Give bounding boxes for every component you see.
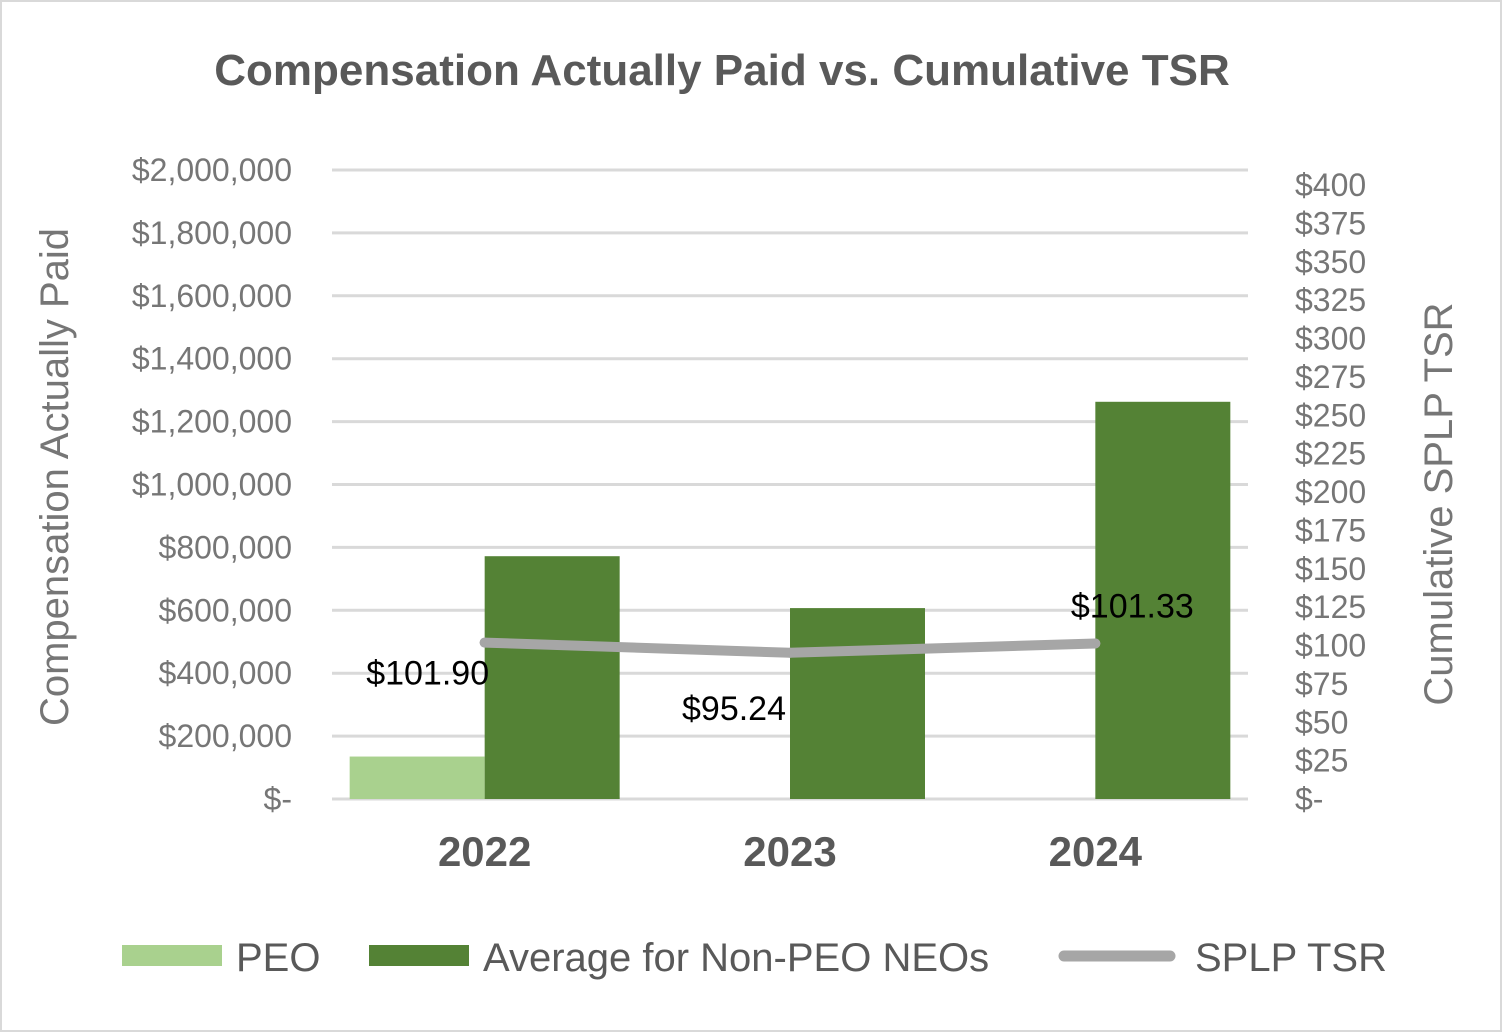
legend-label-tsr: SPLP TSR (1195, 936, 1387, 980)
y2-tick-label: $400 (1295, 167, 1366, 203)
x-tick-label-2022: 2022 (438, 828, 531, 875)
y2-tick-label: $275 (1295, 359, 1366, 395)
y-tick-label: $800,000 (159, 529, 292, 565)
legend: PEO Average for Non-PEO NEOs SPLP TSR (122, 936, 1387, 980)
left-axis-ticks: $- $200,000 $400,000 $600,000 $800,000 $1,000… (132, 152, 292, 817)
tsr-data-label-2023: $95.24 (682, 690, 786, 728)
y2-tick-label: $325 (1295, 282, 1366, 318)
y2-tick-label: $250 (1295, 397, 1366, 433)
y-tick-label: $1,800,000 (132, 215, 292, 251)
x-axis-ticks: 2022 2023 2024 (438, 828, 1143, 875)
y2-tick-label: $225 (1295, 436, 1366, 472)
bar-average-for-non-peo-neos-2023 (790, 608, 925, 799)
bar-peo-2022 (349, 756, 485, 799)
tsr-point-2022 (479, 637, 490, 648)
legend-label-non-peo: Average for Non-PEO NEOs (483, 936, 989, 980)
legend-swatch-peo (122, 945, 222, 966)
tsr-data-label-2022: $101.90 (366, 655, 489, 693)
bar-average-for-non-peo-neos-2024 (1095, 401, 1231, 799)
x-tick-label-2024: 2024 (1049, 828, 1143, 875)
tsr-data-label-2024: $101.33 (1071, 587, 1194, 625)
y2-tick-label: $300 (1295, 321, 1366, 357)
tsr-point-2024 (1090, 638, 1101, 649)
tsr-line-group: $101.90 $95.24 $101.33 (366, 587, 1194, 727)
y-tick-label: $2,000,000 (132, 152, 292, 188)
y2-tick-label: $125 (1295, 589, 1366, 625)
right-axis-ticks: $-$25$50$75$100$125$150$175$200$225$250$… (1295, 167, 1366, 817)
y2-tick-label: $175 (1295, 512, 1366, 548)
y2-tick-label: $350 (1295, 244, 1366, 280)
y2-tick-label: $375 (1295, 205, 1366, 241)
y-tick-label: $600,000 (159, 592, 292, 628)
y2-tick-label: $100 (1295, 628, 1366, 664)
y-tick-label: $1,200,000 (132, 404, 292, 440)
y2-tick-label: $25 (1295, 743, 1348, 779)
legend-swatch-non-peo (369, 945, 469, 966)
y-tick-label: $1,600,000 (132, 278, 292, 314)
y2-axis-label: Cumulative SPLP TSR (1417, 302, 1461, 705)
y-axis-label: Compensation Actually Paid (33, 228, 77, 726)
y2-tick-label: $75 (1295, 666, 1348, 702)
y-tick-label: $1,000,000 (132, 467, 292, 503)
y2-tick-label: $150 (1295, 551, 1366, 587)
chart-title: Compensation Actually Paid vs. Cumulativ… (214, 46, 1229, 95)
bar-average-for-non-peo-neos-2022 (484, 556, 620, 799)
tsr-point-2023 (785, 647, 795, 658)
y-tick-label: $- (264, 781, 292, 817)
y2-tick-label: $50 (1295, 704, 1348, 740)
y2-tick-label: $- (1295, 781, 1323, 817)
y-tick-label: $1,400,000 (132, 341, 292, 377)
bars (349, 401, 1231, 799)
y-tick-label: $200,000 (159, 718, 292, 754)
x-tick-label-2023: 2023 (743, 828, 836, 875)
y2-tick-label: $200 (1295, 474, 1366, 510)
y-tick-label: $400,000 (159, 655, 292, 691)
legend-label-peo: PEO (236, 936, 320, 980)
